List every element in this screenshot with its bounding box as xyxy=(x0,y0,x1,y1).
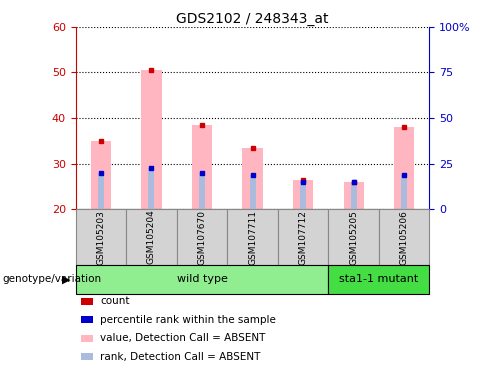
Bar xyxy=(328,209,379,265)
Text: GSM105206: GSM105206 xyxy=(400,210,408,265)
Bar xyxy=(199,173,205,209)
Bar xyxy=(148,168,155,209)
Bar xyxy=(300,182,306,209)
Bar xyxy=(126,209,177,265)
Text: GSM107711: GSM107711 xyxy=(248,210,257,265)
Text: wild type: wild type xyxy=(177,274,227,285)
Text: GSM105203: GSM105203 xyxy=(97,210,105,265)
Bar xyxy=(379,209,429,265)
Bar xyxy=(76,209,126,265)
Bar xyxy=(142,70,162,209)
Bar xyxy=(328,265,429,294)
Text: value, Detection Call = ABSENT: value, Detection Call = ABSENT xyxy=(100,333,265,343)
Bar xyxy=(278,209,328,265)
Bar xyxy=(192,125,212,209)
Bar xyxy=(227,209,278,265)
Bar xyxy=(76,265,328,294)
Bar xyxy=(401,175,407,209)
Bar xyxy=(344,182,364,209)
Bar xyxy=(243,148,263,209)
Bar xyxy=(98,173,104,209)
Text: GSM105204: GSM105204 xyxy=(147,210,156,265)
Bar xyxy=(293,180,313,209)
Bar xyxy=(394,127,414,209)
Title: GDS2102 / 248343_at: GDS2102 / 248343_at xyxy=(176,12,329,26)
Bar xyxy=(249,175,256,209)
Text: GSM107712: GSM107712 xyxy=(299,210,307,265)
Text: genotype/variation: genotype/variation xyxy=(2,274,102,285)
Text: count: count xyxy=(100,296,129,306)
Text: GSM107670: GSM107670 xyxy=(198,210,206,265)
Bar xyxy=(177,209,227,265)
Text: GSM105205: GSM105205 xyxy=(349,210,358,265)
Text: percentile rank within the sample: percentile rank within the sample xyxy=(100,315,276,325)
Text: sta1-1 mutant: sta1-1 mutant xyxy=(339,274,419,285)
Text: ▶: ▶ xyxy=(62,274,71,285)
Bar xyxy=(350,182,357,209)
Text: rank, Detection Call = ABSENT: rank, Detection Call = ABSENT xyxy=(100,352,261,362)
Bar xyxy=(91,141,111,209)
